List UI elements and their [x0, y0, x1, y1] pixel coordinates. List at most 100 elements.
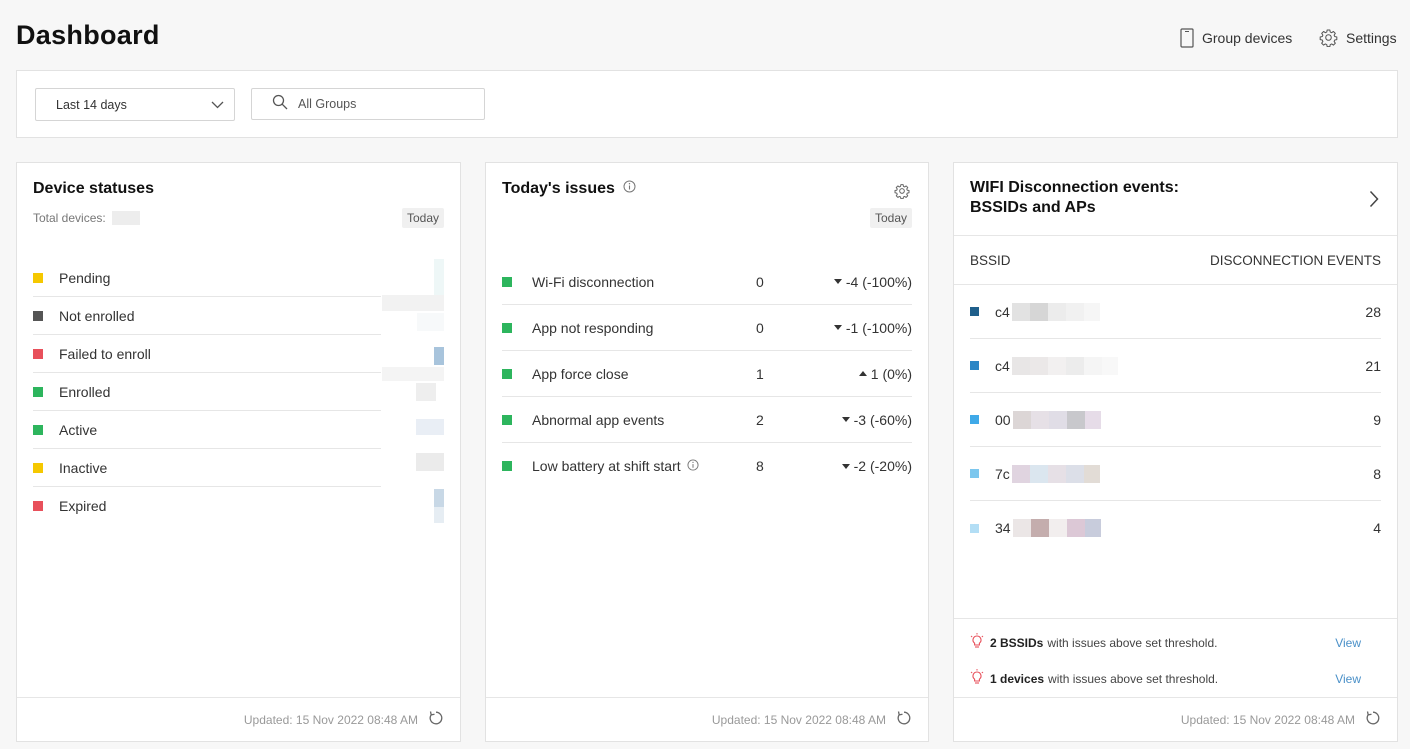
- status-row-active[interactable]: Active: [33, 411, 381, 449]
- status-color-marker: [33, 386, 43, 397]
- status-label: Expired: [59, 498, 107, 514]
- issue-change: -2 (-20%): [853, 458, 912, 474]
- status-label: Pending: [59, 269, 111, 286]
- issue-row-app-not-responding[interactable]: App not responding 0 -1 (-100%): [502, 305, 912, 351]
- bssid-row[interactable]: c4 21: [970, 339, 1381, 393]
- trend-up-icon: [858, 371, 867, 376]
- info-icon[interactable]: [687, 458, 699, 474]
- status-label: Not enrolled: [59, 307, 135, 324]
- device-icon: [1180, 28, 1194, 48]
- status-row-inactive[interactable]: Inactive: [33, 449, 381, 487]
- wifi-title-line1: WIFI Disconnection events:: [970, 179, 1179, 196]
- bssid-threshold-alert: 2 BSSIDs with issues above set threshold…: [970, 633, 1361, 652]
- today-badge: Today: [869, 208, 912, 228]
- updated-timestamp: Updated: 15 Nov 2022 08:48 AM: [243, 712, 418, 727]
- issue-count: 8: [756, 458, 764, 474]
- bssid-value: 34: [995, 520, 1011, 536]
- lightbulb-icon: [970, 669, 984, 688]
- view-devices-link[interactable]: View: [1335, 671, 1361, 686]
- updated-timestamp: Updated: 15 Nov 2022 08:48 AM: [711, 712, 886, 727]
- status-color-marker: [33, 348, 43, 359]
- bssid-row[interactable]: c4 28: [970, 285, 1381, 339]
- search-icon: [272, 94, 288, 115]
- disconnection-count: 8: [1373, 465, 1381, 482]
- group-devices-button[interactable]: Group devices: [1180, 28, 1292, 48]
- devices-threshold-alert: 1 devices with issues above set threshol…: [970, 669, 1361, 688]
- todays-issues-footer: Updated: 15 Nov 2022 08:48 AM: [486, 697, 928, 741]
- divider: [954, 618, 1397, 619]
- disconnection-count: 21: [1365, 357, 1381, 374]
- status-row-enrolled[interactable]: Enrolled: [33, 373, 381, 411]
- issue-label: App force close: [532, 365, 629, 382]
- device-statuses-title: Device statuses: [33, 180, 154, 197]
- issue-count: 0: [756, 319, 764, 336]
- bssid-color-marker: [970, 415, 979, 424]
- issue-change: -3 (-60%): [853, 411, 912, 428]
- issue-row-abnormal-app-events[interactable]: Abnormal app events 2 -3 (-60%): [502, 397, 912, 443]
- chevron-right-icon[interactable]: [1369, 190, 1379, 213]
- issue-row-wifi-disconnection[interactable]: Wi-Fi disconnection 0 -4 (-100%): [502, 259, 912, 305]
- bssid-redacted: [1011, 464, 1100, 483]
- bssid-color-marker: [970, 361, 979, 370]
- issue-color-marker: [502, 414, 512, 425]
- status-color-marker: [33, 424, 43, 435]
- status-row-pending[interactable]: Pending: [33, 259, 381, 297]
- bssid-row[interactable]: 00 9: [970, 393, 1381, 447]
- disconnection-count: 9: [1373, 411, 1381, 428]
- issue-color-marker: [502, 276, 512, 287]
- settings-label: Settings: [1346, 29, 1397, 46]
- bssid-color-marker: [970, 469, 979, 478]
- bssid-row[interactable]: 7c 8: [970, 447, 1381, 501]
- filter-bar: [16, 70, 1398, 138]
- bssid-redacted: [1012, 410, 1101, 429]
- today-badge: Today: [401, 208, 444, 228]
- settings-button[interactable]: Settings: [1319, 28, 1397, 47]
- issue-label: Abnormal app events: [532, 411, 665, 428]
- bssid-color-marker: [970, 523, 979, 533]
- group-search-input[interactable]: [298, 97, 468, 111]
- issue-row-app-force-close[interactable]: App force close 1 1 (0%): [502, 351, 912, 397]
- period-select-value: Last 14 days: [56, 97, 127, 112]
- wifi-title-line2: BSSIDs and APs: [970, 199, 1096, 216]
- disconnection-count: 28: [1365, 303, 1381, 320]
- issue-color-marker: [502, 461, 512, 471]
- chevron-down-icon: [211, 98, 224, 112]
- lightbulb-icon: [970, 633, 984, 652]
- group-search[interactable]: [251, 88, 485, 120]
- period-select[interactable]: Last 14 days: [35, 88, 235, 121]
- status-row-not-enrolled[interactable]: Not enrolled: [33, 297, 381, 335]
- status-row-failed-to-enroll[interactable]: Failed to enroll: [33, 335, 381, 373]
- issue-color-marker: [502, 368, 512, 379]
- bssid-value: 00: [995, 411, 1011, 428]
- status-color-marker: [33, 501, 43, 511]
- issue-row-low-battery[interactable]: Low battery at shift start 8 -2 (-20%): [502, 443, 912, 489]
- device-statuses-footer: Updated: 15 Nov 2022 08:48 AM: [17, 697, 460, 741]
- issue-change: -4 (-100%): [845, 273, 912, 290]
- updated-timestamp: Updated: 15 Nov 2022 08:48 AM: [1180, 712, 1355, 727]
- status-color-marker: [33, 462, 43, 473]
- status-row-expired[interactable]: Expired: [33, 487, 381, 525]
- status-label: Failed to enroll: [59, 345, 151, 362]
- bssid-value: c4: [995, 303, 1010, 320]
- status-label: Inactive: [59, 459, 108, 476]
- trend-down-icon: [841, 463, 850, 469]
- gear-icon[interactable]: [894, 183, 910, 204]
- bssid-redacted: [1012, 519, 1101, 537]
- todays-issues-card: Today's issues Today Wi-Fi disconnection…: [485, 162, 929, 742]
- info-icon[interactable]: [623, 180, 636, 198]
- bssid-value: 7c: [995, 465, 1010, 482]
- view-bssids-link[interactable]: View: [1335, 635, 1361, 650]
- refresh-icon[interactable]: [1365, 710, 1381, 729]
- status-color-marker: [33, 272, 43, 283]
- issue-color-marker: [502, 322, 512, 333]
- refresh-icon[interactable]: [428, 710, 444, 729]
- issue-count: 0: [756, 273, 764, 290]
- threshold-devices-text: with issues above set threshold.: [1048, 671, 1219, 686]
- issue-label: App not responding: [532, 319, 654, 336]
- total-devices-label: Total devices:: [33, 211, 106, 225]
- issue-label: Low battery at shift start: [532, 458, 681, 474]
- bssid-row[interactable]: 34 4: [970, 501, 1381, 555]
- refresh-icon[interactable]: [896, 710, 912, 729]
- wifi-footer: Updated: 15 Nov 2022 08:48 AM: [954, 697, 1397, 741]
- trend-down-icon: [841, 417, 850, 422]
